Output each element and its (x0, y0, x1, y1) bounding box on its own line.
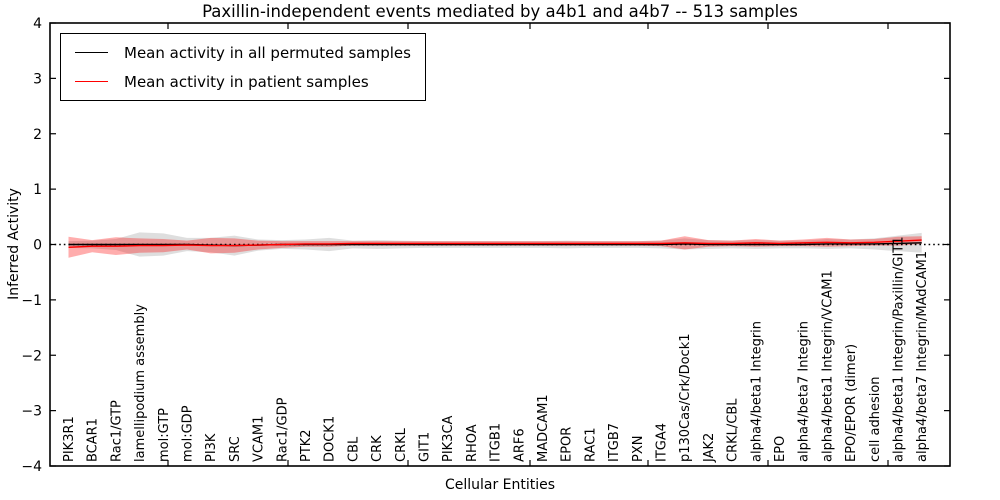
patient-mean-line (68, 239, 922, 248)
svg-text:alpha4/beta1 Integrin/Paxillin: alpha4/beta1 Integrin/Paxillin/GIT1 (892, 236, 907, 462)
svg-text:EPO: EPO (773, 436, 788, 462)
axis-ticks (50, 22, 950, 467)
svg-text:−4: −4 (21, 459, 42, 475)
svg-text:GIT1: GIT1 (418, 432, 433, 462)
svg-text:Rac1/GDP: Rac1/GDP (275, 397, 290, 462)
svg-text:−1: −1 (21, 293, 42, 309)
svg-text:lamellipodium assembly: lamellipodium assembly (133, 304, 148, 462)
svg-text:ITGB1: ITGB1 (489, 423, 504, 462)
svg-text:CRKL/CBL: CRKL/CBL (726, 398, 741, 462)
svg-text:ITGB7: ITGB7 (607, 423, 622, 462)
svg-text:MADCAM1: MADCAM1 (536, 394, 551, 462)
legend-item-permuted: Mean activity in all permuted samples (75, 38, 411, 67)
svg-text:−2: −2 (21, 348, 42, 364)
legend-label-permuted: Mean activity in all permuted samples (124, 43, 411, 62)
svg-text:PTK2: PTK2 (299, 429, 314, 462)
x-category-labels: PIK3R1 BCAR1 Rac1/GTP lamellipodium assembl… (62, 236, 930, 463)
svg-text:CRKL: CRKL (394, 427, 409, 462)
svg-text:alpha4/beta7 Integrin: alpha4/beta7 Integrin (797, 321, 812, 462)
svg-text:PXN: PXN (631, 436, 646, 462)
svg-text:CBL: CBL (346, 436, 361, 462)
svg-text:2: 2 (33, 127, 42, 143)
svg-text:mol:GDP: mol:GDP (181, 405, 196, 462)
svg-text:VCAM1: VCAM1 (252, 416, 267, 462)
legend: Mean activity in all permuted samples Me… (60, 33, 426, 101)
svg-text:CRK: CRK (370, 435, 385, 462)
svg-text:RAC1: RAC1 (583, 427, 598, 462)
svg-text:Rac1/GTP: Rac1/GTP (109, 400, 124, 462)
svg-text:alpha4/beta7 Integrin/MAdCAM1: alpha4/beta7 Integrin/MAdCAM1 (915, 251, 930, 462)
svg-text:cell adhesion: cell adhesion (868, 376, 883, 462)
chart-title: Paxillin-independent events mediated by … (202, 2, 798, 21)
svg-text:−3: −3 (21, 404, 42, 420)
legend-label-patient: Mean activity in patient samples (124, 72, 369, 91)
svg-text:p130Cas/Crk/Dock1: p130Cas/Crk/Dock1 (678, 333, 693, 462)
svg-text:4: 4 (33, 16, 42, 32)
svg-text:1: 1 (33, 182, 42, 198)
y-axis-label: Inferred Activity (6, 188, 22, 300)
permuted-line-swatch (75, 52, 108, 53)
svg-text:3: 3 (33, 71, 42, 87)
svg-text:mol:GTP: mol:GTP (157, 408, 172, 462)
x-axis-label: Cellular Entities (444, 477, 556, 493)
svg-text:RHOA: RHOA (465, 424, 480, 462)
patient-line-swatch (75, 81, 108, 82)
svg-text:ITGA4: ITGA4 (655, 423, 670, 462)
svg-text:BCAR1: BCAR1 (86, 418, 101, 462)
svg-text:PI3K: PI3K (204, 433, 219, 462)
svg-text:EPO/EPOR (dimer): EPO/EPOR (dimer) (844, 344, 859, 462)
svg-text:DOCK1: DOCK1 (323, 416, 338, 462)
svg-text:PIK3CA: PIK3CA (441, 415, 456, 462)
svg-text:alpha4/beta1 Integrin/VCAM1: alpha4/beta1 Integrin/VCAM1 (820, 270, 835, 462)
svg-text:0: 0 (33, 238, 42, 254)
svg-text:SRC: SRC (228, 436, 243, 462)
svg-text:EPOR: EPOR (560, 427, 575, 462)
svg-text:JAK2: JAK2 (702, 433, 717, 463)
svg-text:ARF6: ARF6 (512, 428, 527, 462)
svg-text:PIK3R1: PIK3R1 (62, 416, 77, 462)
legend-item-patient: Mean activity in patient samples (75, 67, 411, 96)
patient-band (68, 236, 922, 258)
svg-text:alpha4/beta1 Integrin: alpha4/beta1 Integrin (749, 321, 764, 462)
y-tick-labels: 4 3 2 1 0 −1 −2 −3 −4 (21, 16, 42, 475)
